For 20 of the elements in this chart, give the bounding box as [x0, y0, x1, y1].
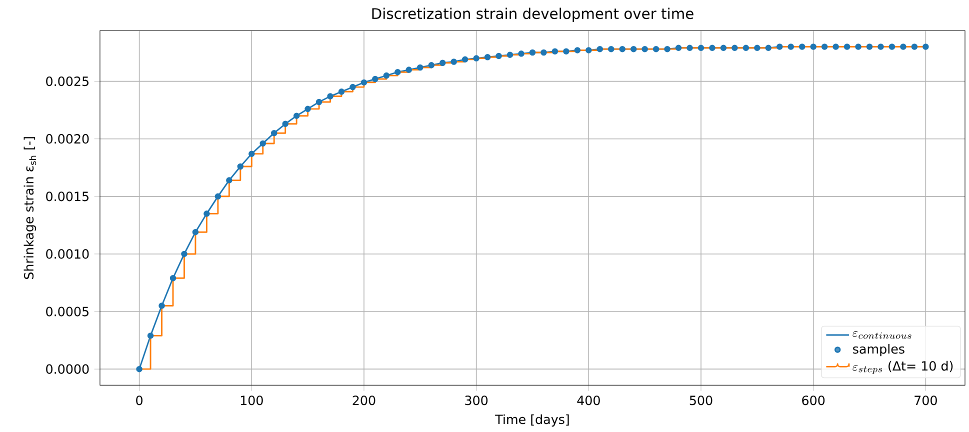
y-tick-label: 0.0000 — [46, 364, 89, 374]
y-tick-label: 0.0020 — [46, 134, 89, 144]
chart-title: Discretization strain development over time — [372, 8, 694, 22]
x-tick-label: 600 — [802, 396, 825, 406]
y-axis-title: Shrinkage strain ε$_{sh}$ [-] — [24, 137, 36, 280]
x-tick-label: 100 — [240, 396, 263, 406]
x-tick-label: 500 — [690, 396, 712, 406]
x-tick-label: 0 — [136, 396, 142, 406]
y-tick-label: 0.0010 — [46, 249, 89, 259]
x-tick-label: 300 — [465, 396, 488, 406]
legend-label: samples — [853, 344, 904, 356]
y-tick-label: 0.0015 — [46, 192, 88, 202]
legend-label: $\varepsilon_{steps}\ \mbox{(Δt= 10 d)}$ — [852, 360, 953, 374]
x-tick-label: 200 — [352, 396, 376, 406]
legend-label: $\varepsilon_{continuous}$ — [852, 331, 912, 339]
y-tick-label: 0.0025 — [46, 76, 88, 86]
x-tick-label: 700 — [914, 396, 937, 406]
y-tick-label: 0.0005 — [46, 306, 88, 316]
x-axis-title: Time [days] — [495, 414, 569, 427]
x-tick-label: 400 — [577, 396, 600, 406]
